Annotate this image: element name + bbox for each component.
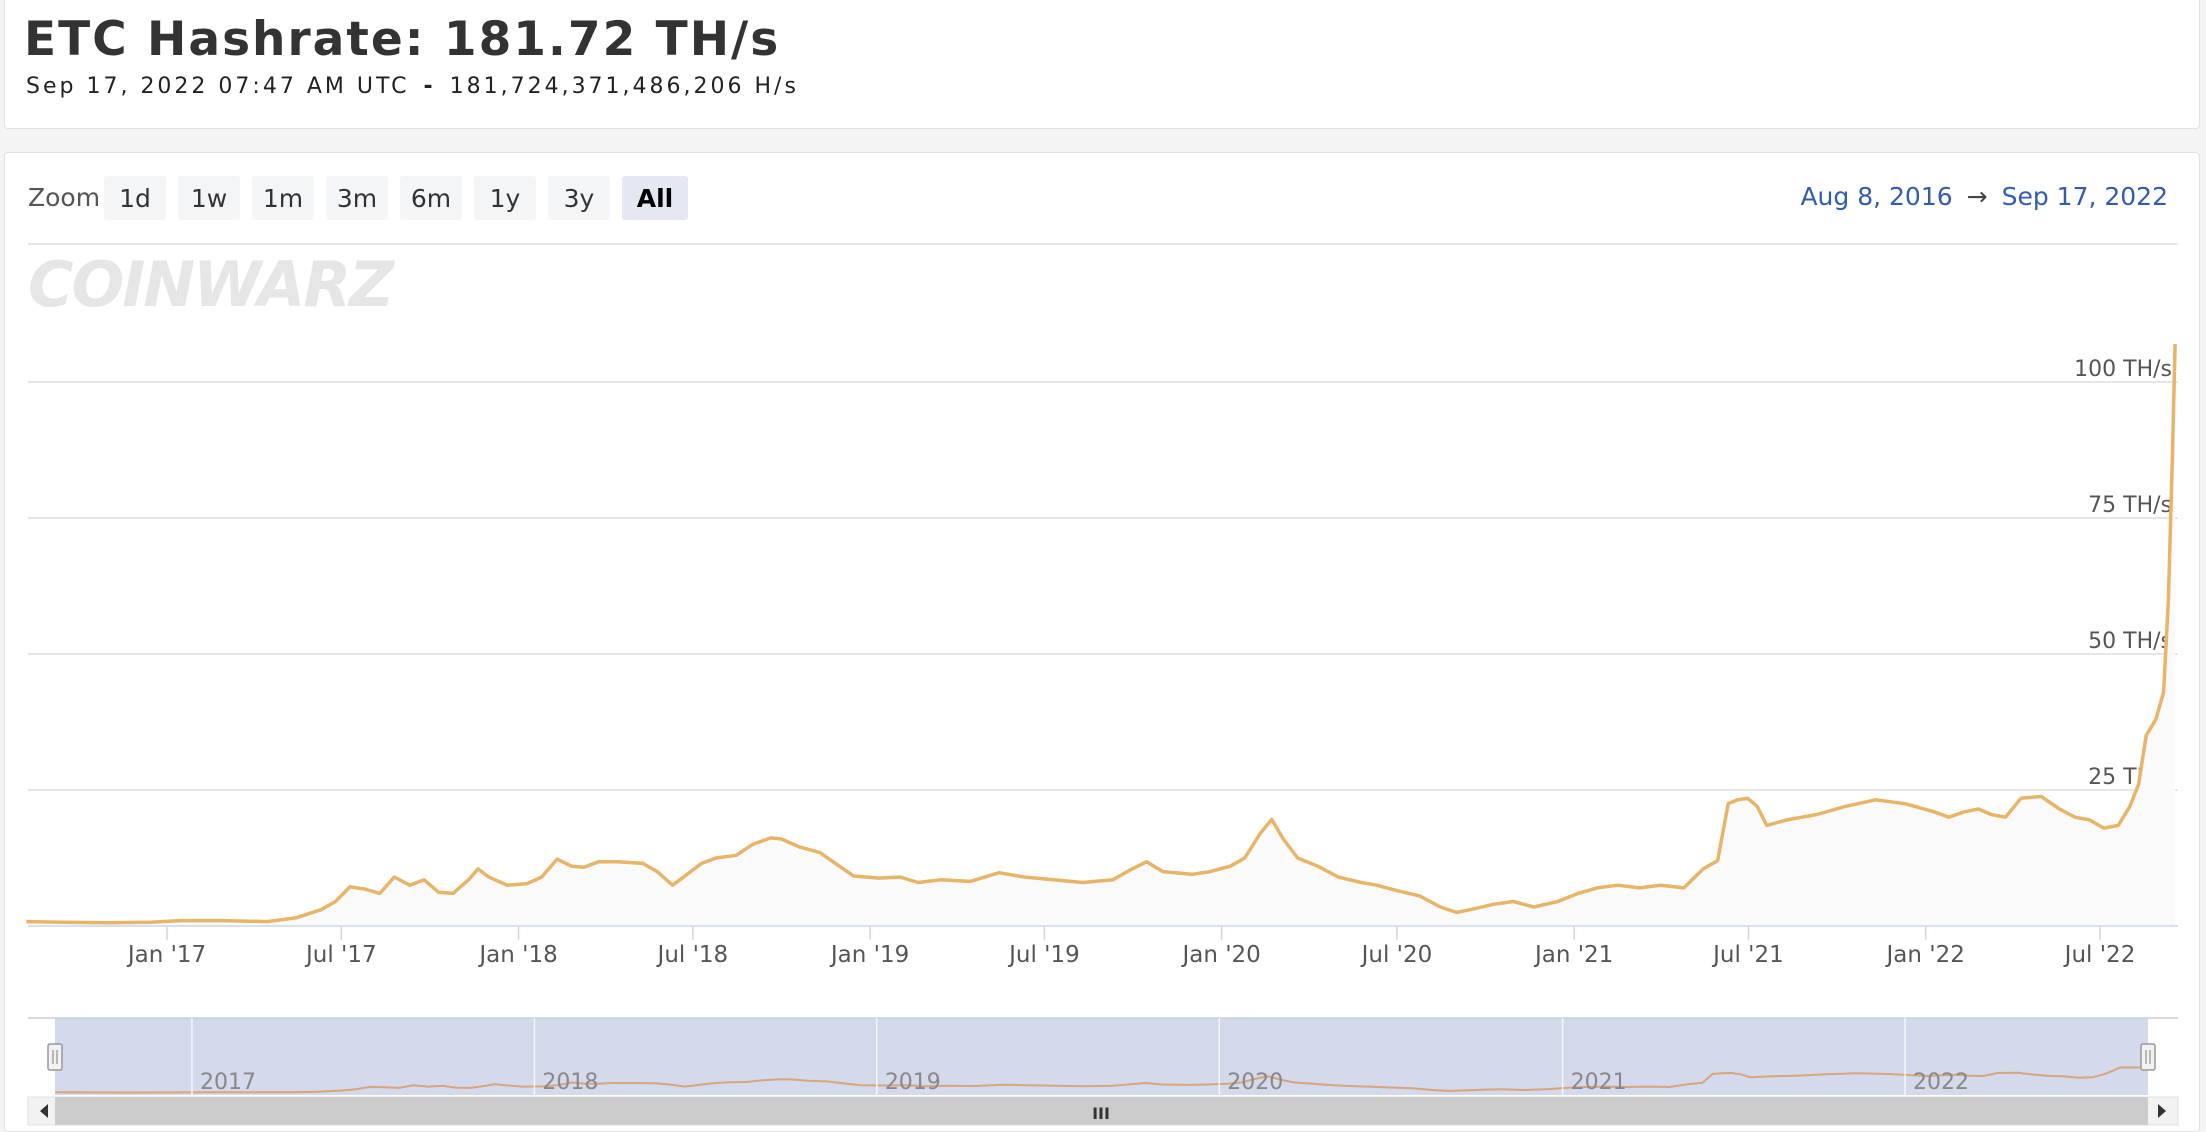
x-tick-label: Jul '19 (1007, 942, 1080, 968)
navigator-year-label: 2020 (1227, 1070, 1283, 1095)
chart-panel (4, 152, 2200, 1132)
zoom-3y-button[interactable]: 3y (548, 176, 610, 220)
scrollbar-grip: III (1092, 1104, 1110, 1123)
y-tick-label: 100 TH/s (2074, 357, 2172, 382)
zoom-1d-button[interactable]: 1d (104, 176, 166, 220)
zoom-1m-button[interactable]: 1m (252, 176, 314, 220)
header-card: ETC Hashrate: 181.72 TH/s Sep 17, 2022 0… (4, 0, 2200, 129)
x-tick-label: Jan '20 (1180, 942, 1260, 968)
navigator-year-label: 2019 (885, 1070, 941, 1095)
zoom-3m-button[interactable]: 3m (326, 176, 388, 220)
navigator-left-handle[interactable] (47, 1043, 63, 1071)
navigator-year-label: 2021 (1571, 1070, 1627, 1095)
range-to[interactable]: Sep 17, 2022 (2001, 182, 2168, 211)
separator: - (423, 74, 436, 99)
raw-hashrate: 181,724,371,486,206 H/s (449, 74, 799, 99)
zoom-1w-button[interactable]: 1w (178, 176, 240, 220)
range-from[interactable]: Aug 8, 2016 (1800, 182, 1953, 211)
navigator-selection[interactable] (55, 1018, 2148, 1095)
date-range: Aug 8, 2016 → Sep 17, 2022 (1800, 182, 2168, 211)
x-tick-label: Jul '22 (2063, 942, 2136, 968)
series-area (26, 343, 2176, 926)
x-tick-label: Jul '20 (1360, 942, 1433, 968)
scroll-right-arrow[interactable] (2158, 1104, 2166, 1118)
zoom-1y-button[interactable]: 1y (474, 176, 536, 220)
range-arrow: → (1966, 182, 1988, 211)
x-tick-label: Jul '18 (656, 942, 729, 968)
series-line (26, 343, 2177, 925)
x-tick-label: Jan '19 (829, 942, 909, 968)
x-tick-label: Jan '21 (1533, 942, 1613, 968)
x-tick-label: Jul '21 (1711, 942, 1784, 968)
x-tick-label: Jan '22 (1884, 942, 1964, 968)
navigator-year-label: 2017 (200, 1070, 256, 1095)
zoom-6m-button[interactable]: 6m (400, 176, 462, 220)
zoom-label: Zoom (28, 183, 101, 212)
subtitle: Sep 17, 2022 07:47 AM UTC -181,724,371,48… (26, 74, 799, 99)
coinwarz-logo: COINWARZ (28, 248, 395, 321)
scroll-left-arrow[interactable] (40, 1104, 48, 1118)
scrollbar-thumb[interactable] (55, 1097, 2148, 1125)
zoom-all-button[interactable]: All (622, 176, 688, 220)
x-tick-label: Jan '18 (477, 942, 557, 968)
timestamp: Sep 17, 2022 07:47 AM UTC (26, 74, 410, 99)
navigator-year-label: 2022 (1913, 1070, 1969, 1095)
y-tick-label: 50 TH/s (2088, 629, 2172, 654)
navigator-right-handle[interactable] (2140, 1043, 2156, 1071)
x-tick-label: Jul '17 (304, 942, 377, 968)
x-tick-label: Jan '17 (126, 942, 206, 968)
y-tick-label: 75 TH/s (2088, 493, 2172, 518)
page-title: ETC Hashrate: 181.72 TH/s (24, 12, 781, 67)
navigator-series (54, 1066, 2148, 1094)
navigator-year-label: 2018 (542, 1070, 598, 1095)
